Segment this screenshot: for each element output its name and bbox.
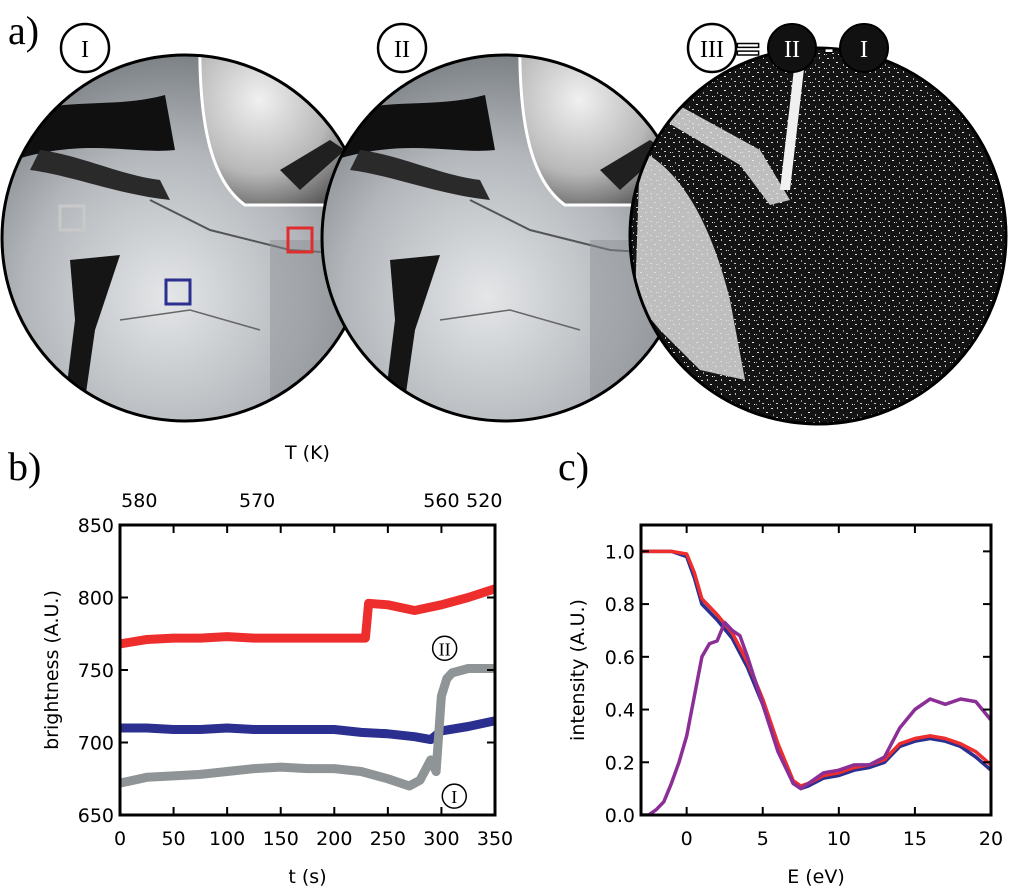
y-tick-label: 0.2 xyxy=(605,752,635,774)
top-tick-label: 560 xyxy=(423,490,459,512)
y-tick-label: 750 xyxy=(78,660,114,682)
x-axis-label: t (s) xyxy=(288,866,326,888)
svg-text:I: I xyxy=(81,37,89,63)
panel-label-b: b) xyxy=(8,444,41,489)
series-line-1 xyxy=(641,549,991,788)
x-tick-label: 0 xyxy=(114,828,126,850)
roi-gray xyxy=(58,204,86,232)
eq-equals: = xyxy=(734,29,763,69)
panel-label-a: a) xyxy=(8,8,39,53)
x-tick-label: 350 xyxy=(477,828,513,850)
top-axis-label: T (K) xyxy=(284,442,330,464)
top-tick-label: 580 xyxy=(121,490,157,512)
series-line-0 xyxy=(120,584,495,649)
x-tick-label: 300 xyxy=(423,828,459,850)
brightness-chart: 0 50 100 150 200 250 300 350 650 700 750 800 850 t (s… xyxy=(41,442,513,888)
label-I-circle: I xyxy=(59,22,111,74)
eq-minus: - xyxy=(824,35,835,65)
y-tick-label: 0.0 xyxy=(605,805,635,827)
series-line-2 xyxy=(641,620,991,815)
y-tick-label: 800 xyxy=(78,588,114,610)
svg-text:II: II xyxy=(394,37,410,63)
x-tick-label: 250 xyxy=(370,828,406,850)
y-tick-label: 700 xyxy=(78,733,114,755)
y-tick-label: 0.6 xyxy=(605,647,635,669)
eq-b: I xyxy=(860,37,868,63)
x-tick-label: 10 xyxy=(827,828,851,850)
x-tick-label: 0 xyxy=(681,828,693,850)
x-tick-label: 5 xyxy=(757,828,769,850)
annotation-circle xyxy=(441,783,468,809)
eq-a: II xyxy=(784,37,800,63)
image-III xyxy=(628,46,1008,426)
y-axis-label: brightness (A.U.) xyxy=(41,590,63,750)
intensity-chart: 0 5 10 15 20 0.0 0.2 0.4 0.6 0.8 1.0 E (eV) intensit… xyxy=(567,523,1003,888)
x-tick-label: 20 xyxy=(979,828,1003,850)
y-tick-label: 0.8 xyxy=(605,594,635,616)
label-II-circle: II xyxy=(376,22,428,74)
top-tick-label: 570 xyxy=(239,490,275,512)
y-axis-label: intensity (A.U.) xyxy=(567,599,589,741)
panel-label-c: c) xyxy=(558,444,589,489)
x-tick-label: 50 xyxy=(161,828,185,850)
x-tick-label: 100 xyxy=(209,828,245,850)
series-line-2 xyxy=(120,664,495,791)
plot-frame xyxy=(639,523,993,817)
y-tick-label: 850 xyxy=(78,515,114,537)
y-tick-label: 1.0 xyxy=(605,541,635,563)
annotation-label: II xyxy=(439,639,451,659)
series-line-0 xyxy=(641,549,991,791)
x-tick-label: 15 xyxy=(903,828,927,850)
x-axis-label: E (eV) xyxy=(787,866,845,888)
y-tick-label: 0.4 xyxy=(605,700,635,722)
x-tick-label: 150 xyxy=(263,828,299,850)
annotation-circle xyxy=(431,635,458,661)
y-tick-label: 650 xyxy=(78,805,114,827)
top-tick-label: 520 xyxy=(466,490,502,512)
annotation-label: I xyxy=(451,787,457,807)
equation: III = II - I xyxy=(686,22,889,74)
roi-blue xyxy=(164,278,192,306)
image-I xyxy=(0,53,370,423)
eq-lhs: III xyxy=(700,37,724,63)
roi-red xyxy=(286,226,314,254)
x-tick-label: 200 xyxy=(316,828,352,850)
